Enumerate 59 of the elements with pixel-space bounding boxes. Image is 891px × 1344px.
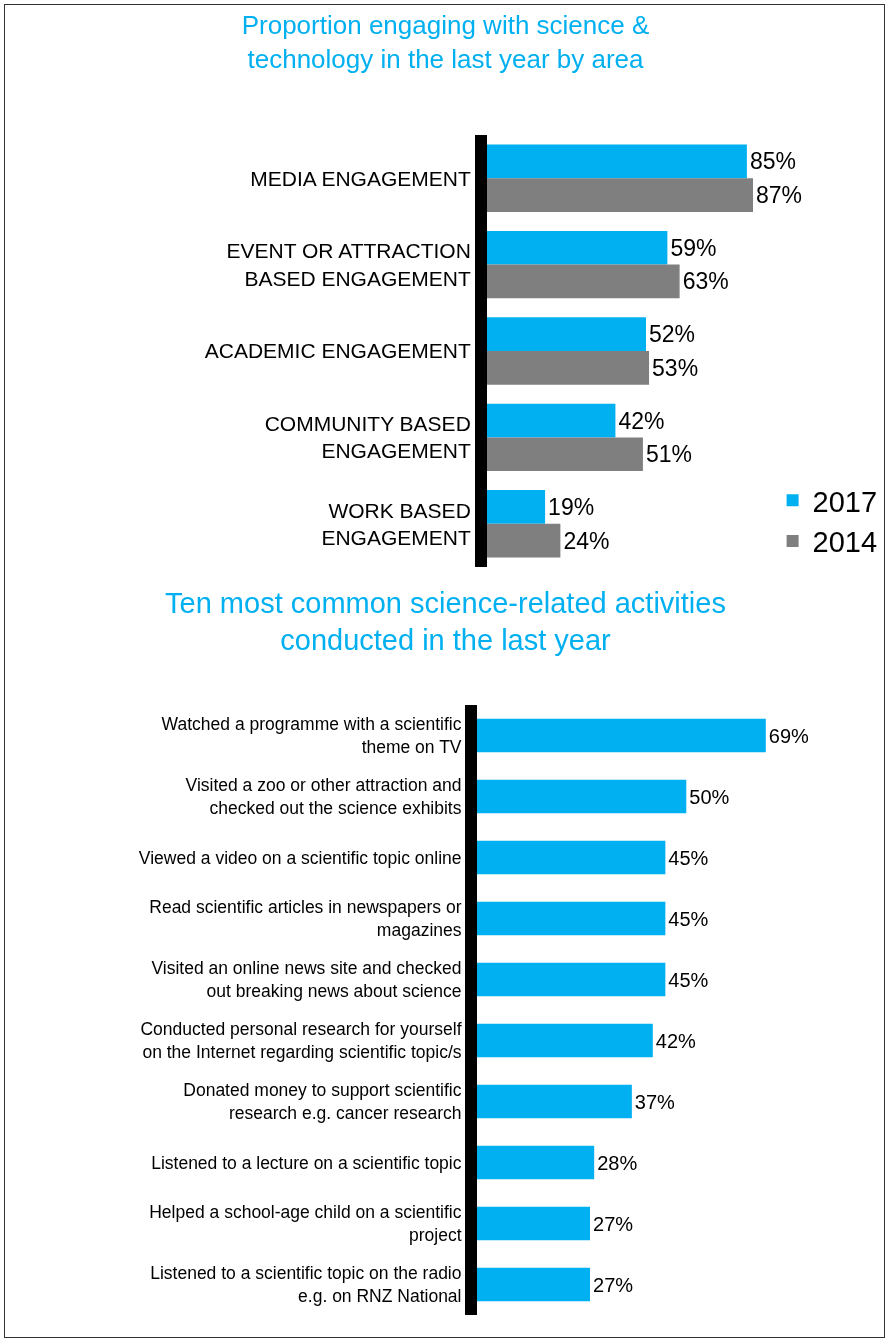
- bar: [477, 1023, 653, 1058]
- data-label: 51%: [645, 441, 692, 468]
- data-label: 42%: [655, 1029, 697, 1052]
- data-label: 27%: [593, 1212, 634, 1235]
- bar: [477, 779, 687, 814]
- data-label: 45%: [668, 846, 709, 869]
- y-tick-label: Conducted personal research for yourself on the Internet regarding scientific topic/s: [140, 1019, 462, 1062]
- data-label: 45%: [668, 907, 709, 930]
- data-label: 87%: [756, 182, 803, 209]
- bar: [487, 437, 643, 472]
- legend-label: 2017: [812, 485, 878, 518]
- y-tick-label: Read scientific articles in newspapers or magazines: [149, 897, 462, 940]
- bar: [487, 403, 616, 438]
- bar: [477, 1206, 591, 1241]
- y-tick-label: Listened to a scientific topic on the radio e.g. on RNZ National: [150, 1263, 462, 1306]
- data-label: 27%: [593, 1273, 634, 1296]
- bar: [477, 1084, 632, 1119]
- bar: [477, 1267, 591, 1302]
- bar: [477, 962, 666, 997]
- chart-title: Proportion engaging with science & technology in the last year by area: [241, 9, 650, 74]
- data-label: 45%: [668, 968, 709, 991]
- y-tick-label: EVENT OR ATTRACTION BASED ENGAGEMENT: [226, 239, 471, 290]
- bar: [487, 144, 747, 179]
- bar: [477, 1145, 595, 1180]
- data-label: 24%: [563, 527, 610, 554]
- data-label: 63%: [682, 268, 729, 295]
- y-tick-label: MEDIA ENGAGEMENT: [250, 166, 471, 190]
- bar: [487, 264, 680, 299]
- data-label: 52%: [648, 321, 696, 348]
- bar: [487, 230, 668, 265]
- bar: [487, 178, 753, 212]
- y-tick-label: Helped a school-age child on a scientific project: [149, 1202, 462, 1245]
- y-tick-label: Visited an online news site and checked out breaking news about science: [151, 958, 462, 1001]
- y-tick-label: Visited a zoo or other attraction and checked out the science exhibits: [185, 775, 462, 818]
- data-label: 69%: [768, 724, 810, 747]
- y-tick-label: WORK BASED ENGAGEMENT: [321, 498, 471, 549]
- y-tick-label: Listened to a lecture on a scientific topic: [151, 1152, 462, 1173]
- bar: [487, 523, 561, 558]
- bar: [477, 901, 666, 936]
- y-tick-label: Watched a programme with a scientific theme on TV: [161, 714, 462, 757]
- bar: [487, 317, 646, 351]
- bar: [487, 490, 546, 524]
- data-label: 19%: [548, 493, 595, 520]
- legend-label: 2014: [812, 526, 878, 559]
- data-label: 85%: [749, 148, 796, 175]
- data-label: 59%: [670, 234, 717, 261]
- data-label: 42%: [618, 407, 665, 434]
- bar: [477, 840, 666, 875]
- chart-title: Ten most common science-related activities conducted in the last year: [165, 586, 726, 657]
- data-label: 37%: [634, 1090, 676, 1113]
- bar: [487, 351, 650, 385]
- data-label: 28%: [597, 1151, 638, 1174]
- data-label: 53%: [652, 354, 699, 381]
- y-tick-label: Donated money to support scientific research e.g. cancer research: [183, 1080, 462, 1123]
- data-label: 50%: [689, 785, 730, 808]
- y-tick-label: ACADEMIC ENGAGEMENT: [204, 339, 471, 363]
- y-tick-label: COMMUNITY BASED ENGAGEMENT: [264, 412, 471, 463]
- y-tick-label: Viewed a video on a scientific topic online: [138, 847, 462, 868]
- bar: [477, 718, 766, 753]
